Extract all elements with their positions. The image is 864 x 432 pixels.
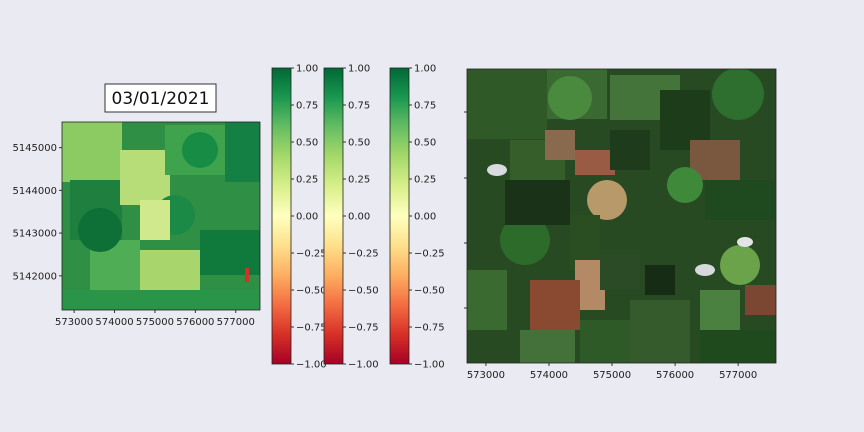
satellite-xtick-label: 576000 (656, 370, 694, 381)
colorbar-tick-label: 1.00 (296, 64, 318, 75)
colorbar-tick-label: −0.75 (296, 323, 327, 334)
satellite-xtick-label: 574000 (530, 370, 568, 381)
colorbar-2: 1.00 0.75 0.50 0.25 0.00 −0.25 −0.50 −0.75 −1.00 (323, 64, 379, 371)
ndvi-ytick-label: 5142000 (12, 271, 57, 282)
colorbar-tick-label: −0.75 (348, 323, 379, 334)
ndvi-xtick-label: 574000 (95, 317, 133, 328)
ndvi-map (62, 122, 260, 310)
date-label: 03/01/2021 (112, 89, 210, 109)
ndvi-xtick-label: 576000 (176, 317, 214, 328)
colorbar-tick-label: 0.50 (414, 138, 436, 149)
colorbar-tick-label: 0.00 (348, 212, 370, 223)
colorbar-tick-label: −0.75 (414, 323, 445, 334)
colorbar-tick-label: −0.50 (348, 286, 379, 297)
colorbar-tick-label: 1.00 (414, 64, 436, 75)
satellite-axes: 573000 574000 575000 576000 577000 (464, 68, 777, 381)
colorbar-tick-label: 0.00 (414, 212, 436, 223)
colorbar-1: 1.00 0.75 0.50 0.25 0.00 −0.25 −0.50 −0.75 −1.00 (271, 64, 327, 371)
colorbar-tick-label: −0.25 (414, 249, 445, 260)
ndvi-xtick-label: 573000 (55, 317, 93, 328)
colorbar-3: 1.00 0.75 0.50 0.25 0.00 −0.25 −0.50 −0.75 −1.00 (389, 64, 445, 371)
colorbar-tick-label: 0.50 (296, 138, 318, 149)
colorbar-tick-label: 0.75 (348, 101, 370, 112)
ndvi-xtick-label: 577000 (217, 317, 255, 328)
satellite-image (467, 69, 776, 363)
colorbar-tick-label: −0.25 (296, 249, 327, 260)
colorbar-tick-label: 0.25 (414, 175, 436, 186)
satellite-xtick-label: 573000 (467, 370, 505, 381)
colorbar-tick-label: −0.50 (296, 286, 327, 297)
satellite-xtick-label: 577000 (719, 370, 757, 381)
ndvi-ytick-label: 5143000 (12, 229, 57, 240)
satellite-xtick-label: 575000 (593, 370, 631, 381)
colorbar-tick-label: 0.25 (296, 175, 318, 186)
colorbar-tick-label: 1.00 (348, 64, 370, 75)
colorbar-tick-label: 0.75 (414, 101, 436, 112)
ndvi-xtick-label: 575000 (136, 317, 174, 328)
colorbar-tick-label: 0.75 (296, 101, 318, 112)
colorbar-tick-label: −1.00 (348, 360, 379, 371)
ndvi-frame (61, 121, 261, 311)
ndvi-ytick-label: 5145000 (12, 143, 57, 154)
colorbar-tick-label: 0.25 (348, 175, 370, 186)
colorbar-tick-label: 0.50 (348, 138, 370, 149)
date-label-box: 03/01/2021 (104, 83, 217, 113)
ndvi-axes: 573000 574000 575000 576000 577000 5142000 514… (12, 121, 261, 328)
satellite-frame (466, 68, 777, 364)
ndvi-ytick-label: 5144000 (12, 186, 57, 197)
colorbar-tick-label: −0.25 (348, 249, 379, 260)
colorbar-tick-label: −1.00 (414, 360, 445, 371)
colorbar-tick-label: −1.00 (296, 360, 327, 371)
colorbar-tick-label: 0.00 (296, 212, 318, 223)
colorbar-tick-label: −0.50 (414, 286, 445, 297)
